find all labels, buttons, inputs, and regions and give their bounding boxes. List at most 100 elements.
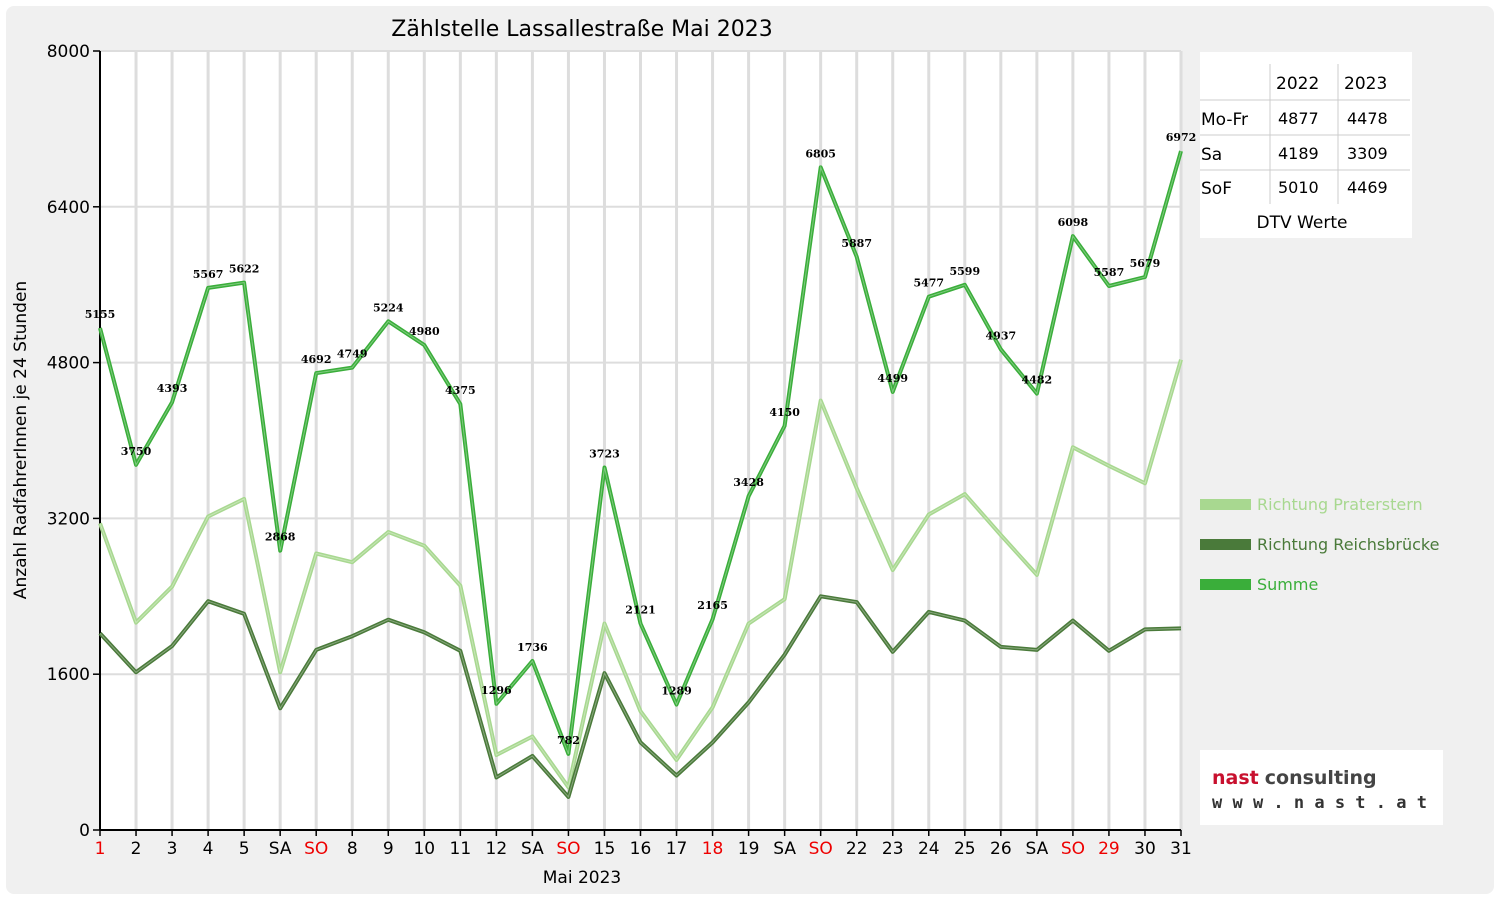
- x-tick-label: SA: [773, 839, 796, 859]
- x-tick-label: 11: [450, 839, 472, 859]
- legend-label-summe: Summe: [1257, 575, 1318, 594]
- dtv-cell: 4478: [1347, 109, 1388, 128]
- data-label: 4482: [1022, 374, 1053, 387]
- legend-swatch-praterstern: [1200, 499, 1251, 510]
- x-axis-label: Mai 2023: [543, 868, 621, 888]
- x-tick-label: 9: [383, 839, 394, 859]
- data-label: 4749: [337, 348, 368, 361]
- dtv-row-label: Sa: [1201, 145, 1222, 165]
- data-label: 1289: [661, 684, 692, 697]
- data-label: 4499: [877, 372, 908, 385]
- x-tick-label: 16: [630, 839, 652, 859]
- x-tick-label: 29: [1098, 839, 1120, 859]
- data-label: 6805: [805, 147, 836, 160]
- dtv-cell: 4189: [1278, 144, 1319, 163]
- x-tick-label: 23: [882, 839, 904, 859]
- y-tick-label: 4800: [47, 354, 90, 374]
- x-tick-label: 15: [594, 839, 616, 859]
- x-tick-label: 31: [1170, 839, 1192, 859]
- data-label-layer: 5155 3750 4393 5567 5622 2868 4692 4749 5224 4980…: [85, 131, 1197, 747]
- legend-label-praterstern: Richtung Praterstern: [1257, 495, 1423, 514]
- data-label: 2121: [625, 603, 656, 616]
- data-label: 4375: [445, 384, 476, 397]
- data-label: 5155: [85, 308, 116, 321]
- x-tick-label: SO: [809, 839, 833, 859]
- dtv-cell: 4877: [1278, 109, 1319, 128]
- grid-layer: [100, 50, 1183, 830]
- series-line-1: [98, 594, 1182, 799]
- x-tick-label: 26: [990, 839, 1012, 859]
- data-label: 4692: [301, 353, 332, 366]
- data-label: 782: [557, 734, 580, 747]
- legend: Richtung Praterstern Richtung Reichsbrüc…: [1200, 495, 1439, 594]
- series-line-highlight-1: [99, 595, 1182, 798]
- x-tick-label: 24: [918, 839, 940, 859]
- x-tick-label: 22: [846, 839, 868, 859]
- legend-swatch-reichsbruecke: [1200, 539, 1251, 550]
- data-label: 4980: [409, 325, 440, 338]
- x-tick-label: 8: [347, 839, 358, 859]
- data-label: 5567: [193, 268, 224, 281]
- series-line-2: [98, 150, 1183, 756]
- y-tick-label: 6400: [47, 198, 90, 218]
- x-tick-label: 12: [486, 839, 508, 859]
- x-tick-label: SO: [304, 839, 328, 859]
- dtv-row-label: Mo-Fr: [1201, 110, 1248, 130]
- x-tick-label: 4: [203, 839, 214, 859]
- dtv-row-label: SoF: [1201, 179, 1232, 199]
- data-label: 5587: [1094, 266, 1125, 279]
- chart-title: Zählstelle Lassallestraße Mai 2023: [391, 17, 772, 42]
- data-label: 5599: [949, 265, 980, 278]
- x-tick-label: 3: [167, 839, 178, 859]
- x-tick-label: 18: [702, 839, 724, 859]
- legend-label-reichsbruecke: Richtung Reichsbrücke: [1257, 535, 1439, 554]
- series-line-highlight-0: [99, 359, 1182, 789]
- data-label: 5887: [841, 237, 872, 250]
- dtv-header-2022: 2022: [1276, 74, 1319, 94]
- x-tick-label: 17: [666, 839, 688, 859]
- series-line-0: [98, 359, 1183, 790]
- data-label: 1736: [517, 641, 548, 654]
- x-tick-label: SO: [556, 839, 580, 859]
- logo-background: [1200, 750, 1443, 825]
- data-label: 3750: [121, 445, 152, 458]
- data-label: 1296: [481, 684, 512, 697]
- x-tick-label: 19: [738, 839, 760, 859]
- legend-swatch-summe: [1200, 579, 1251, 590]
- y-axis-label: Anzahl RadfahrerInnen je 24 Stunden: [11, 281, 31, 599]
- data-label: 5622: [229, 263, 260, 276]
- data-label: 6098: [1058, 216, 1089, 229]
- x-tick-label: 5: [239, 839, 250, 859]
- data-label: 2868: [265, 531, 296, 544]
- data-label: 4150: [769, 406, 800, 419]
- series-line-highlight-2: [99, 150, 1182, 755]
- data-label: 5224: [373, 301, 404, 314]
- x-tick-label: SA: [1025, 839, 1048, 859]
- data-label: 3428: [733, 476, 764, 489]
- logo-brand: nast consulting: [1212, 767, 1377, 789]
- data-label: 5679: [1130, 257, 1161, 270]
- dtv-header-2023: 2023: [1344, 74, 1387, 94]
- data-label: 3723: [589, 447, 620, 460]
- series-layer: [98, 150, 1183, 799]
- data-label: 4937: [986, 329, 1017, 342]
- data-label: 5477: [913, 277, 944, 290]
- x-tick-label: 30: [1134, 839, 1156, 859]
- x-tick-label: 10: [413, 839, 435, 859]
- dtv-table: 2022 2023 Mo-Fr 4877 4478 Sa 4189 3309 S…: [1200, 52, 1412, 238]
- dtv-table-background: [1200, 52, 1412, 238]
- dtv-cell: 4469: [1347, 178, 1388, 197]
- x-tick-label: 1: [95, 839, 106, 859]
- y-tick-label: 1600: [47, 665, 90, 685]
- data-label: 2165: [697, 599, 728, 612]
- logo-url: w w w . n a s t . a t: [1212, 793, 1427, 813]
- dtv-cell: 5010: [1278, 178, 1319, 197]
- x-tick-label: SA: [269, 839, 292, 859]
- data-label: 6972: [1166, 131, 1197, 144]
- dtv-cell: 3309: [1347, 144, 1388, 163]
- x-tick-label: SO: [1061, 839, 1085, 859]
- x-tick-label: 2: [131, 839, 142, 859]
- y-tick-label: 0: [79, 821, 90, 841]
